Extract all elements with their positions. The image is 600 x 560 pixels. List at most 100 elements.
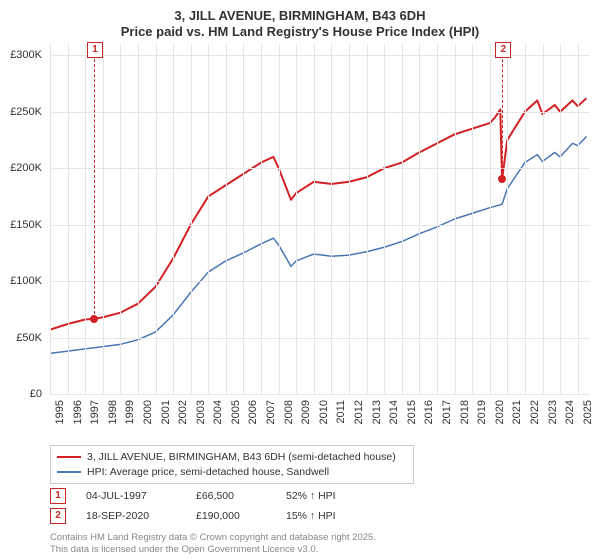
x-tick-label: 2021 <box>511 400 523 424</box>
x-tick-label: 2024 <box>564 400 576 424</box>
legend-swatch-hpi <box>57 471 81 473</box>
legend-label-hpi: HPI: Average price, semi-detached house,… <box>87 465 329 480</box>
gridline-v <box>138 44 139 394</box>
event-date-1: 04-JUL-1997 <box>86 490 176 502</box>
gridline-h <box>50 338 590 339</box>
marker-dot-1 <box>90 315 98 323</box>
gridline-v <box>50 44 51 394</box>
event-diff-2: 15% ↑ HPI <box>286 510 366 522</box>
gridline-h <box>50 281 590 282</box>
gridline-h <box>50 394 590 395</box>
gridline-v <box>331 44 332 394</box>
x-tick-label: 2018 <box>459 400 471 424</box>
marker-line-1 <box>94 44 95 319</box>
x-tick-label: 2014 <box>388 400 400 424</box>
y-tick-label: £250K <box>10 106 42 118</box>
gridline-v <box>490 44 491 394</box>
x-tick-label: 2009 <box>300 400 312 424</box>
series-layer <box>50 44 590 394</box>
gridline-v <box>173 44 174 394</box>
gridline-v <box>367 44 368 394</box>
x-tick-label: 2006 <box>247 400 259 424</box>
gridline-v <box>68 44 69 394</box>
gridline-v <box>279 44 280 394</box>
event-diff-1: 52% ↑ HPI <box>286 490 366 502</box>
gridline-v <box>525 44 526 394</box>
x-tick-label: 1999 <box>124 400 136 424</box>
legend-row-price: 3, JILL AVENUE, BIRMINGHAM, B43 6DH (sem… <box>57 450 407 465</box>
footer: Contains HM Land Registry data © Crown c… <box>50 532 590 556</box>
gridline-v <box>85 44 86 394</box>
gridline-h <box>50 168 590 169</box>
event-price-2: £190,000 <box>196 510 266 522</box>
x-tick-label: 1995 <box>54 400 66 424</box>
marker-box-2: 2 <box>495 42 511 58</box>
y-tick-label: £200K <box>10 162 42 174</box>
gridline-v <box>384 44 385 394</box>
gridline-v <box>120 44 121 394</box>
gridline-v <box>103 44 104 394</box>
title-block: 3, JILL AVENUE, BIRMINGHAM, B43 6DH Pric… <box>0 0 600 41</box>
x-tick-label: 2025 <box>582 400 594 424</box>
gridline-v <box>419 44 420 394</box>
x-tick-label: 2000 <box>142 400 154 424</box>
gridline-h <box>50 112 590 113</box>
event-marker-2: 2 <box>50 508 66 524</box>
event-table: 1 04-JUL-1997 £66,500 52% ↑ HPI 2 18-SEP… <box>50 488 590 528</box>
x-tick-label: 2001 <box>160 400 172 424</box>
x-tick-label: 2023 <box>547 400 559 424</box>
series-price_paid <box>50 98 586 329</box>
y-tick-label: £300K <box>10 49 42 61</box>
x-tick-label: 1996 <box>72 400 84 424</box>
gridline-v <box>455 44 456 394</box>
x-tick-label: 2003 <box>195 400 207 424</box>
legend-row-hpi: HPI: Average price, semi-detached house,… <box>57 465 407 480</box>
x-tick-label: 1998 <box>107 400 119 424</box>
x-tick-label: 1997 <box>89 400 101 424</box>
x-tick-label: 2016 <box>423 400 435 424</box>
event-row-1: 1 04-JUL-1997 £66,500 52% ↑ HPI <box>50 488 590 504</box>
gridline-v <box>402 44 403 394</box>
gridline-v <box>472 44 473 394</box>
marker-box-1: 1 <box>87 42 103 58</box>
marker-line-2 <box>502 44 503 179</box>
gridline-v <box>226 44 227 394</box>
gridline-v <box>208 44 209 394</box>
x-tick-label: 2022 <box>529 400 541 424</box>
x-axis: 1995199619971998199920002001200220032004… <box>50 396 590 444</box>
gridline-v <box>296 44 297 394</box>
x-tick-label: 2007 <box>265 400 277 424</box>
x-tick-label: 2017 <box>441 400 453 424</box>
gridline-v <box>261 44 262 394</box>
gridline-v <box>507 44 508 394</box>
x-tick-label: 2002 <box>177 400 189 424</box>
x-tick-label: 2011 <box>335 400 347 424</box>
event-marker-1: 1 <box>50 488 66 504</box>
y-tick-label: £0 <box>30 388 42 400</box>
x-tick-label: 2008 <box>283 400 295 424</box>
event-row-2: 2 18-SEP-2020 £190,000 15% ↑ HPI <box>50 508 590 524</box>
title-line-2: Price paid vs. HM Land Registry's House … <box>0 24 600 40</box>
chart-container: 3, JILL AVENUE, BIRMINGHAM, B43 6DH Pric… <box>0 0 600 560</box>
legend-swatch-price <box>57 456 81 458</box>
y-tick-label: £150K <box>10 219 42 231</box>
marker-dot-2 <box>498 175 506 183</box>
gridline-v <box>156 44 157 394</box>
legend: 3, JILL AVENUE, BIRMINGHAM, B43 6DH (sem… <box>50 445 590 484</box>
x-tick-label: 2013 <box>371 400 383 424</box>
legend-label-price: 3, JILL AVENUE, BIRMINGHAM, B43 6DH (sem… <box>87 450 396 465</box>
legend-box: 3, JILL AVENUE, BIRMINGHAM, B43 6DH (sem… <box>50 445 414 484</box>
footer-line-2: This data is licensed under the Open Gov… <box>50 544 590 556</box>
gridline-v <box>191 44 192 394</box>
x-tick-label: 2010 <box>318 400 330 424</box>
x-tick-label: 2020 <box>494 400 506 424</box>
x-tick-label: 2019 <box>476 400 488 424</box>
gridline-v <box>437 44 438 394</box>
x-tick-label: 2015 <box>406 400 418 424</box>
x-tick-label: 2012 <box>353 400 365 424</box>
plot-area: 12 <box>50 44 590 394</box>
chart-area: £0£50K£100K£150K£200K£250K£300K 12 19951… <box>0 44 600 444</box>
gridline-v <box>560 44 561 394</box>
footer-line-1: Contains HM Land Registry data © Crown c… <box>50 532 590 544</box>
gridline-v <box>578 44 579 394</box>
